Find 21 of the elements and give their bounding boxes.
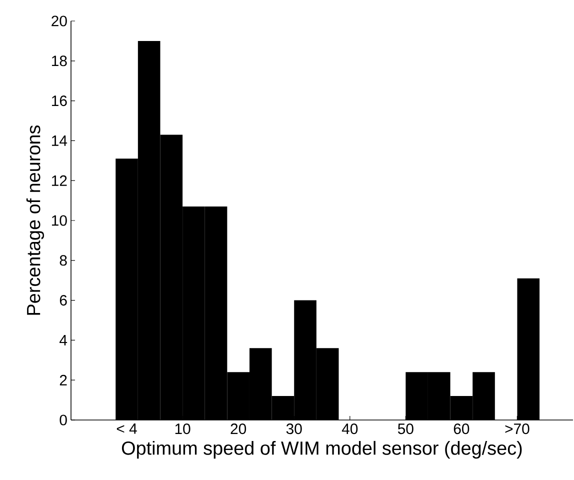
x-tick-label: 10 <box>175 424 190 434</box>
x-tick-label: 60 <box>454 424 470 434</box>
y-tick-label: 18 <box>52 56 67 66</box>
y-tick-label: 16 <box>52 96 67 106</box>
y-axis-title: Percentage of neurons <box>26 125 44 315</box>
y-tick-label: 4 <box>60 335 68 346</box>
y-tick-label: 2 <box>60 374 67 386</box>
x-tick-label: >70 <box>505 424 530 434</box>
y-tick-label: 10 <box>52 215 67 226</box>
x-axis-title: Optimum speed of WIM model sensor (deg/sec) <box>122 440 522 459</box>
x-tick-label: 20 <box>230 424 246 434</box>
y-tick-label: 14 <box>52 136 68 146</box>
x-tick-label: 50 <box>398 424 414 434</box>
y-tick-label: 20 <box>52 16 67 26</box>
y-tick-label: 0 <box>60 414 67 426</box>
y-tick-label: 6 <box>60 295 67 306</box>
x-tick-label: 40 <box>342 424 358 434</box>
y-tick-label: 8 <box>60 255 67 266</box>
x-tick-label: 30 <box>286 424 302 434</box>
x-tick-label: < 4 <box>116 424 137 434</box>
y-tick-label: 12 <box>52 175 67 186</box>
